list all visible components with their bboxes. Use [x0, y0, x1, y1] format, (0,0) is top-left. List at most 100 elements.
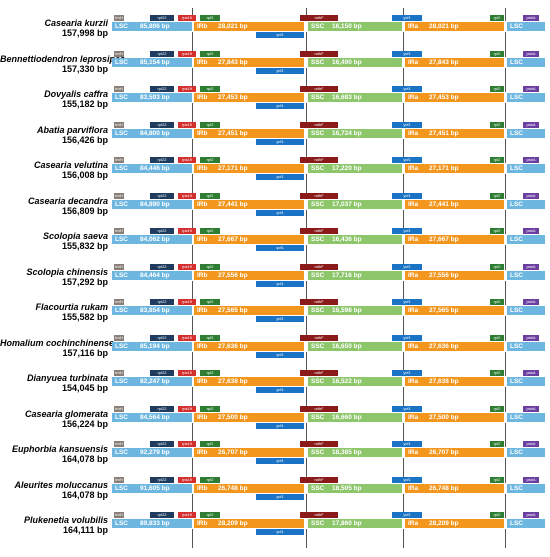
gene-trnH: trnH	[114, 122, 124, 128]
gene-rpl2: rpl2	[200, 370, 220, 376]
region-length: 27,843 bp	[429, 59, 459, 66]
junction-gap	[192, 447, 194, 458]
gene-rpl2: rpl2	[490, 477, 504, 483]
region-length: 17,860 bp	[332, 520, 362, 527]
gene-ycf1: ycf1	[392, 15, 422, 21]
junction-gap	[505, 199, 507, 210]
junction-gap	[192, 341, 194, 352]
region-length: 27,638 bp	[218, 378, 248, 385]
region-name: IRa	[408, 272, 419, 279]
junction-gap	[306, 447, 308, 458]
region-name: IRb	[197, 272, 208, 279]
gene-rps19: rps19	[178, 264, 196, 270]
gene-ndhF: ndhF	[300, 51, 338, 57]
gene-ycf1: ycf1	[392, 335, 422, 341]
gene-rps19: rps19	[178, 15, 196, 21]
region-name: IRb	[197, 307, 208, 314]
region-lsc2: LSC	[507, 342, 545, 351]
species-label: Homalium cochinchinense 157,116 bp	[0, 338, 114, 358]
gene-rpl2: rpl2	[200, 512, 220, 518]
region-lsc2: LSC	[507, 93, 545, 102]
region-irb: IRb 27,636 bp	[194, 342, 304, 351]
gene-rpl2: rpl2	[490, 157, 504, 163]
gene-rpl2: rpl2	[200, 441, 220, 447]
region-irb: IRb 27,441 bp	[194, 200, 304, 209]
gene-rpl2: rpl2	[490, 299, 504, 305]
junction-gap	[505, 483, 507, 494]
gene-ycf1: ycf1	[256, 245, 304, 251]
region-name: IRa	[408, 130, 419, 137]
region-length: 85,194 bp	[140, 343, 170, 350]
region-irb: IRb 27,667 bp	[194, 235, 304, 244]
region-name: SSC	[311, 59, 325, 66]
gene-rpl2: rpl2	[490, 15, 504, 21]
region-lsc: LSC 85,194 bp	[112, 342, 192, 351]
region-length: 17,716 bp	[332, 272, 362, 279]
gene-rps19: rps19	[178, 335, 196, 341]
species-label: Dianyuea turbinata 154,045 bp	[0, 373, 108, 393]
gene-rpl2: rpl2	[200, 15, 220, 21]
region-ira: IRa 27,171 bp	[405, 164, 504, 173]
region-irb: IRb 27,556 bp	[194, 271, 304, 280]
junction-gap	[192, 57, 194, 68]
junction-gap	[403, 234, 405, 245]
region-name: SSC	[311, 130, 325, 137]
region-length: 28,021 bp	[218, 23, 248, 30]
region-name: LSC	[510, 272, 523, 279]
species-label: Casearia velutina 156,008 bp	[0, 160, 108, 180]
junction-gap	[306, 57, 308, 68]
gene-rpl2: rpl2	[200, 264, 220, 270]
junction-gap	[505, 21, 507, 32]
region-name: LSC	[115, 307, 128, 314]
region-lsc2: LSC	[507, 164, 545, 173]
junction-gap	[403, 57, 405, 68]
junction-gap	[306, 199, 308, 210]
gene-psbA: psbA	[523, 51, 539, 57]
species-label: Scolopia saeva 155,832 bp	[0, 231, 108, 251]
region-name: IRb	[197, 449, 208, 456]
region-name: LSC	[510, 520, 523, 527]
region-lsc2: LSC	[507, 129, 545, 138]
region-ssc: SSC 16,724 bp	[308, 129, 402, 138]
region-ssc: SSC 16,598 bp	[308, 306, 402, 315]
region-length: 27,500 bp	[429, 414, 459, 421]
species-name: Bennettiodendron leprosipes	[0, 54, 126, 64]
region-name: LSC	[115, 485, 128, 492]
genome-length: 155,182 bp	[61, 99, 108, 109]
gene-ndhF: ndhF	[300, 15, 338, 21]
region-lsc2: LSC	[507, 271, 545, 280]
region-length: 84,564 bp	[140, 414, 170, 421]
gene-ycf1: ycf1	[392, 264, 422, 270]
gene-ndhF: ndhF	[300, 122, 338, 128]
junction-gap	[505, 270, 507, 281]
gene-ycf1: ycf1	[392, 441, 422, 447]
gene-ycf1: ycf1	[392, 370, 422, 376]
region-name: IRa	[408, 520, 419, 527]
region-length: 27,451 bp	[218, 130, 248, 137]
region-lsc: LSC 84,062 bp	[112, 235, 192, 244]
junction-gap	[306, 128, 308, 139]
junction-gap	[505, 341, 507, 352]
gene-ycf1: ycf1	[392, 193, 422, 199]
region-lsc: LSC 91,605 bp	[112, 484, 192, 493]
region-ira: IRa 27,636 bp	[405, 342, 504, 351]
region-irb: IRb 26,748 bp	[194, 484, 304, 493]
region-length: 26,707 bp	[429, 449, 459, 456]
region-name: LSC	[510, 449, 523, 456]
species-name: Scolopia saeva	[42, 231, 108, 241]
region-name: LSC	[115, 130, 128, 137]
region-length: 27,565 bp	[218, 307, 248, 314]
junction-gap	[192, 270, 194, 281]
gene-rps19: rps19	[178, 51, 196, 57]
region-ira: IRa 27,843 bp	[405, 58, 504, 67]
region-name: IRa	[408, 59, 419, 66]
junction-gap	[192, 163, 194, 174]
region-length: 27,441 bp	[218, 201, 248, 208]
junction-gap	[306, 412, 308, 423]
gene-psbA: psbA	[523, 406, 539, 412]
gene-psbA: psbA	[523, 228, 539, 234]
region-name: IRa	[408, 23, 419, 30]
region-length: 16,598 bp	[332, 307, 362, 314]
region-ira: IRa 26,748 bp	[405, 484, 504, 493]
gene-psbA: psbA	[523, 157, 539, 163]
